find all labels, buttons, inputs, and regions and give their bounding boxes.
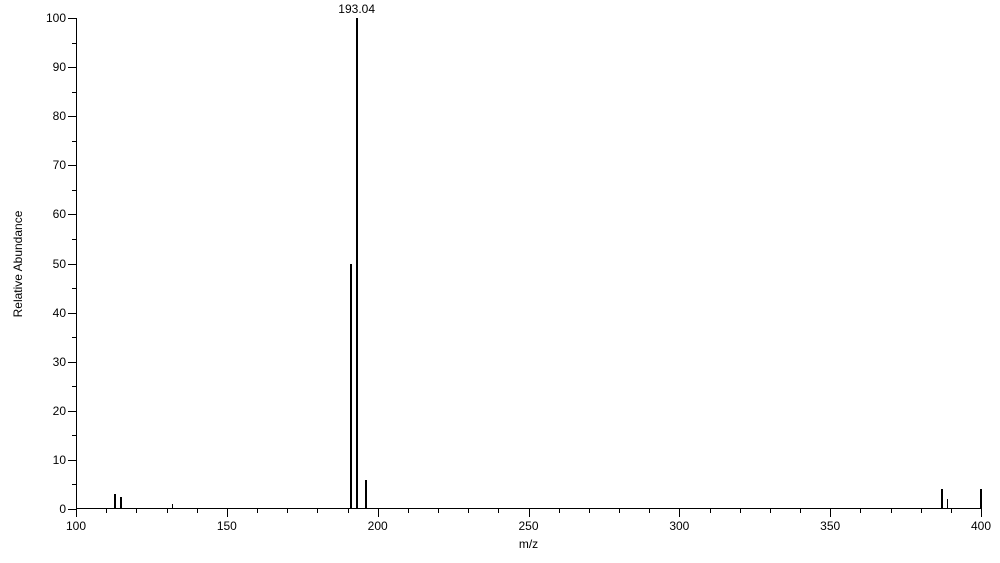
x-minor-tick [287, 509, 288, 513]
y-major-tick [68, 18, 76, 19]
spectrum-peak [114, 494, 116, 509]
y-major-tick [68, 411, 76, 412]
x-minor-tick [468, 509, 469, 513]
x-minor-tick [197, 509, 198, 513]
y-minor-tick [72, 190, 76, 191]
x-tick-label: 350 [820, 519, 840, 533]
x-minor-tick [589, 509, 590, 513]
x-minor-tick [740, 509, 741, 513]
x-tick-label: 200 [368, 519, 388, 533]
x-minor-tick [257, 509, 258, 513]
plot-area [76, 18, 981, 509]
x-major-tick [76, 509, 77, 517]
y-minor-tick [72, 92, 76, 93]
y-minor-tick [72, 43, 76, 44]
y-major-tick [68, 67, 76, 68]
y-tick-label: 100 [46, 11, 66, 25]
x-minor-tick [860, 509, 861, 513]
y-minor-tick [72, 141, 76, 142]
spectrum-peak [980, 489, 982, 509]
spectrum-peak [941, 489, 943, 509]
x-tick-label: 400 [971, 519, 991, 533]
y-minor-tick [72, 386, 76, 387]
y-minor-tick [72, 435, 76, 436]
x-major-tick [529, 509, 530, 517]
peak-label: 193.04 [338, 2, 375, 16]
y-tick-label: 90 [53, 60, 66, 74]
y-major-tick [68, 509, 76, 510]
x-minor-tick [136, 509, 137, 513]
spectrum-peak [356, 18, 358, 509]
y-minor-tick [72, 288, 76, 289]
x-minor-tick [167, 509, 168, 513]
y-minor-tick [72, 239, 76, 240]
x-minor-tick [408, 509, 409, 513]
y-tick-label: 60 [53, 207, 66, 221]
y-major-tick [68, 116, 76, 117]
y-tick-label: 0 [59, 502, 66, 516]
x-major-tick [679, 509, 680, 517]
y-axis-label: Relative Abundance [11, 210, 25, 317]
spectrum-peak [120, 497, 122, 509]
x-minor-tick [770, 509, 771, 513]
x-minor-tick [438, 509, 439, 513]
x-minor-tick [710, 509, 711, 513]
y-major-tick [68, 313, 76, 314]
x-minor-tick [559, 509, 560, 513]
x-major-tick [378, 509, 379, 517]
y-tick-label: 80 [53, 109, 66, 123]
x-major-tick [981, 509, 982, 517]
x-minor-tick [951, 509, 952, 513]
x-minor-tick [649, 509, 650, 513]
x-minor-tick [348, 509, 349, 513]
x-tick-label: 150 [217, 519, 237, 533]
x-minor-tick [106, 509, 107, 513]
x-minor-tick [619, 509, 620, 513]
spectrum-peak [947, 499, 948, 509]
y-tick-label: 10 [53, 453, 66, 467]
x-minor-tick [800, 509, 801, 513]
x-minor-tick [891, 509, 892, 513]
spectrum-peak [365, 480, 367, 509]
y-minor-tick [72, 337, 76, 338]
x-tick-label: 100 [66, 519, 86, 533]
spectrum-peak [350, 264, 352, 510]
x-tick-label: 250 [518, 519, 538, 533]
y-tick-label: 70 [53, 158, 66, 172]
y-minor-tick [72, 484, 76, 485]
x-major-tick [830, 509, 831, 517]
x-minor-tick [498, 509, 499, 513]
x-major-tick [227, 509, 228, 517]
y-tick-label: 50 [53, 257, 66, 271]
y-tick-label: 40 [53, 306, 66, 320]
x-minor-tick [921, 509, 922, 513]
y-major-tick [68, 264, 76, 265]
x-minor-tick [317, 509, 318, 513]
y-major-tick [68, 460, 76, 461]
x-axis-label: m/z [519, 537, 538, 551]
y-major-tick [68, 214, 76, 215]
y-tick-label: 20 [53, 404, 66, 418]
y-major-tick [68, 362, 76, 363]
mass-spectrum-chart: Relative Abundance m/z 0 10 20 30 40 50 60 70 80… [0, 0, 1000, 563]
y-major-tick [68, 165, 76, 166]
y-tick-label: 30 [53, 355, 66, 369]
x-tick-label: 300 [669, 519, 689, 533]
spectrum-peak [172, 504, 173, 509]
